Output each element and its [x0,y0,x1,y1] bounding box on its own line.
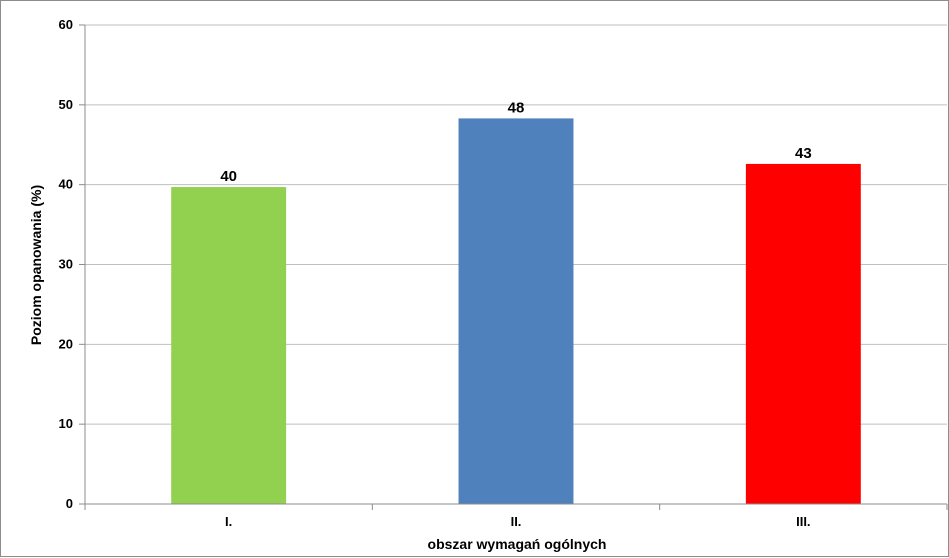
y-tick-label: 30 [59,257,73,272]
y-tick-label: 10 [59,416,73,431]
y-axis-title: Poziom opanowania (%) [28,185,44,345]
x-tick-label-3: III. [796,514,810,529]
bar-2 [458,118,574,504]
x-axis-title: obszar wymagań ogólnych [428,536,607,552]
data-label-2: 48 [508,99,525,116]
y-tick-label: 0 [66,496,73,511]
bar-3 [745,163,861,504]
y-tick-label: 40 [59,177,73,192]
axes [79,24,948,510]
labels: 0 10 20 30 40 50 60 40 I. 48 II. 43 III. [59,17,812,529]
bar-1 [171,187,287,505]
bars [171,118,861,505]
y-tick-label: 50 [59,97,73,112]
y-tick-label: 20 [59,336,73,351]
y-tick-label: 60 [59,17,73,32]
x-tick-label-2: II. [511,514,522,529]
x-tick-label-1: I. [225,514,232,529]
data-label-3: 43 [795,145,812,162]
data-label-1: 40 [220,168,237,185]
